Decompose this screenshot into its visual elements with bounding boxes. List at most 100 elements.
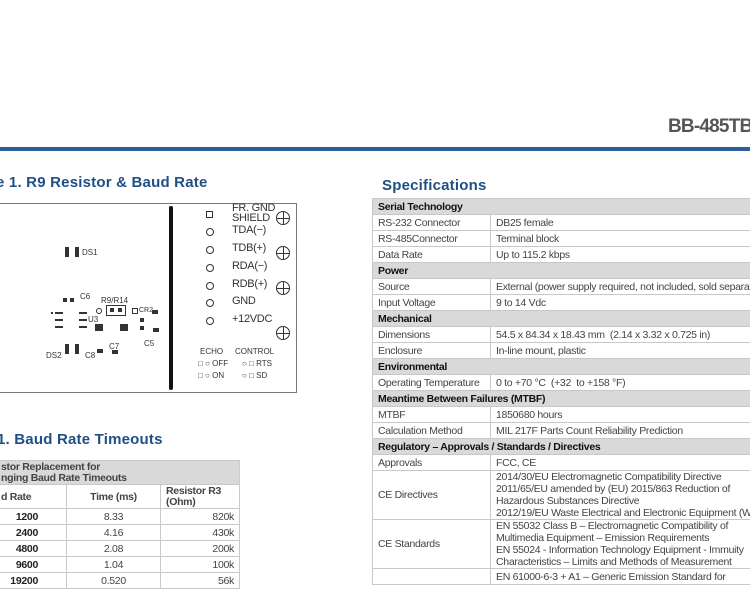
ds1-label: DS1 [82,248,98,257]
table-row: 9600 1.04 100k [0,556,240,573]
table-row: 1200 8.33 820k [0,508,240,525]
spec-value: EN 55032 Class B – Electromagnetic Compa… [490,519,750,569]
pad [140,326,144,330]
section-name: Serial Technology [372,198,750,215]
spec-row: Source External (power supply required, n… [372,278,750,295]
specs-title: Specifications [382,177,487,194]
specifications-table: Serial Technology RS-232 Connector DB25 fe… [372,198,750,585]
spec-label: Dimensions [372,326,491,343]
pad [112,350,118,354]
spec-label: Data Rate [372,246,491,263]
board-divider [169,206,173,390]
echo-label: ECHO [200,347,224,356]
spec-label: Calculation Method [372,422,491,439]
echo-off: OFF [212,359,229,368]
ds1-pad [65,247,69,257]
figure-title: e 1. R9 Resistor & Baud Rate [0,174,208,191]
section-name: Environmental [372,358,750,375]
section-name: Mechanical [372,310,750,327]
col-header: Resistor R3 (Ohm) [160,484,240,509]
ds2-pad [65,344,69,354]
spec-label: Enclosure [372,342,491,359]
spec-row: EN 61000-6-3 + A1 – Generic Emission Sta… [372,568,750,585]
c6-pad [70,298,74,302]
u3-pins [55,312,63,328]
spec-section-header: Meantime Between Failures (MTBF) [372,390,750,407]
pad [120,324,128,331]
u3-pins [55,319,63,321]
section-name: Power [372,262,750,279]
table-row: 19200 0.520 56k [0,572,240,589]
u3-label: U3 [88,315,99,324]
spec-label: RS-232 Connector [372,214,491,231]
spec-value: Up to 115.2 kbps [490,246,750,263]
terminal-frgnd [206,211,213,218]
document-title: BB-485TBI [668,116,750,137]
spec-label: CE Standards [372,519,491,569]
spec-value: Terminal block [490,230,750,247]
terminal-hole [206,228,214,236]
pin1-dot [51,312,53,314]
terminal-label: GND [232,295,256,307]
spec-row: Dimensions 54.5 x 84.34 x 18.43 mm (2.14 … [372,326,750,343]
r9-pad [110,308,114,312]
terminal-label: SHIELD [232,212,270,224]
ds1-pad [75,247,79,257]
table-row: 4800 2.08 200k [0,540,240,557]
spec-value: EN 61000-6-3 + A1 – Generic Emission Sta… [490,568,750,585]
control-rts: RTS [256,359,272,368]
terminal-hole [206,246,214,254]
control-sd: SD [256,371,268,380]
table-caption: nging Baud Rate Timeouts [1,471,127,484]
baud-table-title: 1. Baud Rate Timeouts [0,431,163,448]
spec-section-header: Power [372,262,750,279]
spec-row: MTBF 1850680 hours [372,406,750,423]
spec-value: 54.5 x 84.34 x 18.43 mm (2.14 x 3.32 x 0… [490,326,750,343]
u3-pins [79,319,87,321]
table-row: 2400 4.16 430k [0,524,240,541]
spec-row: Data Rate Up to 115.2 kbps [372,246,750,263]
baud-rate-table: stor Replacement for nging Baud Rate Tim… [0,460,240,589]
u3-pins [79,312,87,328]
spec-value: 1850680 hours [490,406,750,423]
terminal-label: FR. GND [232,202,276,214]
terminal-label: +12VDC [232,313,273,325]
spec-label: CE Directives [372,470,491,520]
control-label: CONTROL [235,347,275,356]
spec-label [372,568,491,585]
cr2-pad [152,310,158,314]
spec-row: Approvals FCC, CE [372,454,750,471]
pad [97,349,103,353]
via [96,308,102,314]
spec-row: Calculation Method MIL 217F Parts Count R… [372,422,750,439]
ds2-label: DS2 [46,351,62,360]
spec-label: Input Voltage [372,294,491,311]
spec-row: Input Voltage 9 to 14 Vdc [372,294,750,311]
spec-value: MIL 217F Parts Count Reliability Predict… [490,422,750,439]
spec-label: Source [372,278,491,295]
mounting-hole-icon [276,246,290,260]
spec-row: CE Directives 2014/30/EU Electromagnetic … [372,470,750,520]
spec-section-header: Environmental [372,358,750,375]
mounting-hole-icon [276,281,290,295]
cr2-pad [132,308,138,314]
terminal-label: RDB(+) [232,278,268,290]
terminal-label: RDA(−) [232,260,268,272]
spec-row: RS-232 Connector DB25 female [372,214,750,231]
spec-value: In-line mount, plastic [490,342,750,359]
section-name: Meantime Between Failures (MTBF) [372,390,750,407]
spec-value: 9 to 14 Vdc [490,294,750,311]
c7-label: C7 [109,342,120,351]
r9-label: R9/R14 [101,296,129,305]
terminal-hole [206,282,214,290]
spec-section-header: Serial Technology [372,198,750,215]
spec-label: RS-485Connector [372,230,491,247]
cr2-label: CR2 [139,307,154,314]
mounting-hole-icon [276,211,290,225]
spec-section-header: Mechanical [372,310,750,327]
echo-on: ON [212,371,225,380]
c8-label: C8 [85,351,96,360]
r9-jumper [106,305,126,316]
spec-label: Operating Temperature [372,374,491,391]
spec-row: Enclosure In-line mount, plastic [372,342,750,359]
